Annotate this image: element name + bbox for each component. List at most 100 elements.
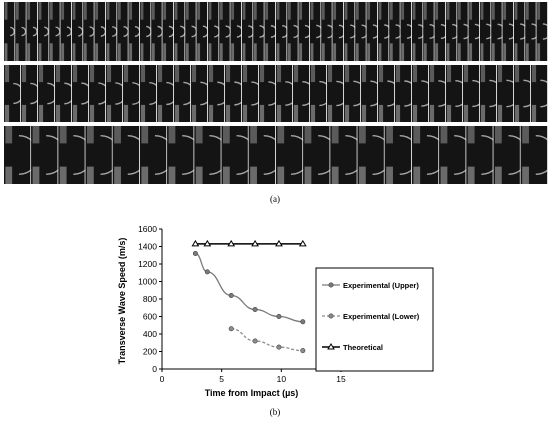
photo-frame xyxy=(366,2,381,61)
y-tick-label: 1000 xyxy=(138,277,157,287)
photo-frame xyxy=(468,2,483,61)
series-line xyxy=(195,252,303,323)
photo-frame xyxy=(151,2,164,61)
photo-frame xyxy=(310,65,332,122)
photo-frame xyxy=(253,2,266,61)
photo-frame xyxy=(463,65,486,122)
legend-marker xyxy=(327,343,335,350)
series-experimental-lower xyxy=(228,326,306,354)
photo-frame xyxy=(38,65,59,122)
photo-frame xyxy=(389,2,403,61)
photo-sequence-image xyxy=(4,2,548,61)
photo-frame xyxy=(361,65,384,122)
photo-frame xyxy=(89,65,110,122)
photo-frame xyxy=(412,2,426,61)
photo-sequence-image xyxy=(4,126,548,184)
photo-sequence-row-2 xyxy=(4,65,548,122)
photo-frame xyxy=(174,65,196,122)
photo-frame xyxy=(332,2,346,61)
photo-frame xyxy=(128,2,141,61)
data-point xyxy=(204,269,210,275)
legend-label: Theoretical xyxy=(343,343,383,352)
y-tick-label: 400 xyxy=(143,329,157,339)
data-point xyxy=(192,250,198,256)
photo-frame xyxy=(344,2,358,61)
data-point xyxy=(228,293,234,299)
photo-frame xyxy=(400,2,415,61)
series-experimental-upper xyxy=(192,250,306,325)
y-tick-label: 200 xyxy=(143,347,157,357)
photo-frame xyxy=(429,65,452,122)
wave-speed-chart: 0 200 400 600 800 1000 1200 1400 1600 0 5 10 15 Time … xyxy=(117,224,434,398)
photo-frame xyxy=(242,2,255,61)
data-point xyxy=(298,239,307,247)
data-point xyxy=(276,344,282,350)
photo-frame xyxy=(230,2,244,61)
x-tick-label: 10 xyxy=(277,374,287,384)
photo-frame xyxy=(293,65,315,122)
photo-frame xyxy=(531,65,548,122)
photo-frame xyxy=(287,2,301,61)
y-tick-label: 1400 xyxy=(138,242,157,252)
photo-frame xyxy=(31,126,67,184)
data-point xyxy=(203,239,212,247)
legend: Experimental (Upper) Experimental (Lower)… xyxy=(315,267,434,372)
photo-sequence-image xyxy=(4,65,548,122)
photo-frame xyxy=(106,2,118,61)
y-tick-label: 1600 xyxy=(138,224,157,234)
y-axis-label: Transverse Wave Speed (m/s) xyxy=(117,238,127,365)
data-point xyxy=(191,239,200,247)
x-axis-label: Time from Impact (µs) xyxy=(205,388,299,398)
data-point xyxy=(300,348,306,354)
photo-frame xyxy=(140,126,175,184)
photo-frame xyxy=(480,65,504,122)
data-point xyxy=(251,239,259,247)
photo-frame xyxy=(185,2,198,61)
photo-frame xyxy=(106,65,127,122)
x-tick-label: 5 xyxy=(219,374,224,384)
photo-frame xyxy=(55,65,76,122)
photo-frame xyxy=(355,2,369,61)
photo-frame xyxy=(123,65,144,122)
photo-frame xyxy=(94,2,107,61)
y-tick-label: 600 xyxy=(143,312,157,322)
photo-frame xyxy=(26,2,38,61)
photo-frame xyxy=(248,126,284,184)
photo-frame xyxy=(439,126,475,184)
photo-frame xyxy=(162,2,175,61)
photo-frame xyxy=(423,2,438,61)
data-point xyxy=(276,314,282,320)
data-point xyxy=(252,307,258,313)
photo-frame xyxy=(276,65,298,122)
photo-frame xyxy=(72,65,93,122)
series-line xyxy=(231,328,303,352)
series-theoretical xyxy=(191,239,307,247)
photo-frame xyxy=(60,2,72,61)
caption-b: (b) xyxy=(269,407,281,417)
photo-frame xyxy=(493,126,529,184)
photo-frame xyxy=(85,126,121,184)
photo-frame xyxy=(378,2,392,61)
photo-frame xyxy=(21,65,42,122)
photo-frame xyxy=(117,2,129,61)
photo-frame xyxy=(446,2,460,61)
photo-sequence-row-3 xyxy=(4,126,548,184)
data-point xyxy=(227,239,236,247)
photo-frame xyxy=(434,2,449,61)
photo-frame xyxy=(208,2,221,61)
photo-frame xyxy=(520,126,548,184)
photo-frame xyxy=(174,2,186,61)
photo-frame xyxy=(194,126,230,184)
photo-frame xyxy=(276,126,311,184)
photo-frame xyxy=(72,2,84,61)
data-point xyxy=(275,239,283,247)
legend-item: Experimental (Lower) xyxy=(322,312,420,321)
data-point xyxy=(228,326,234,332)
y-tick-label: 800 xyxy=(143,294,157,304)
photo-frame xyxy=(4,2,16,61)
y-tick-label: 0 xyxy=(152,364,157,374)
photo-frame xyxy=(83,2,95,61)
y-tick-label: 1200 xyxy=(138,259,157,269)
caption-a: (a) xyxy=(270,194,280,204)
photo-frame xyxy=(4,65,24,122)
